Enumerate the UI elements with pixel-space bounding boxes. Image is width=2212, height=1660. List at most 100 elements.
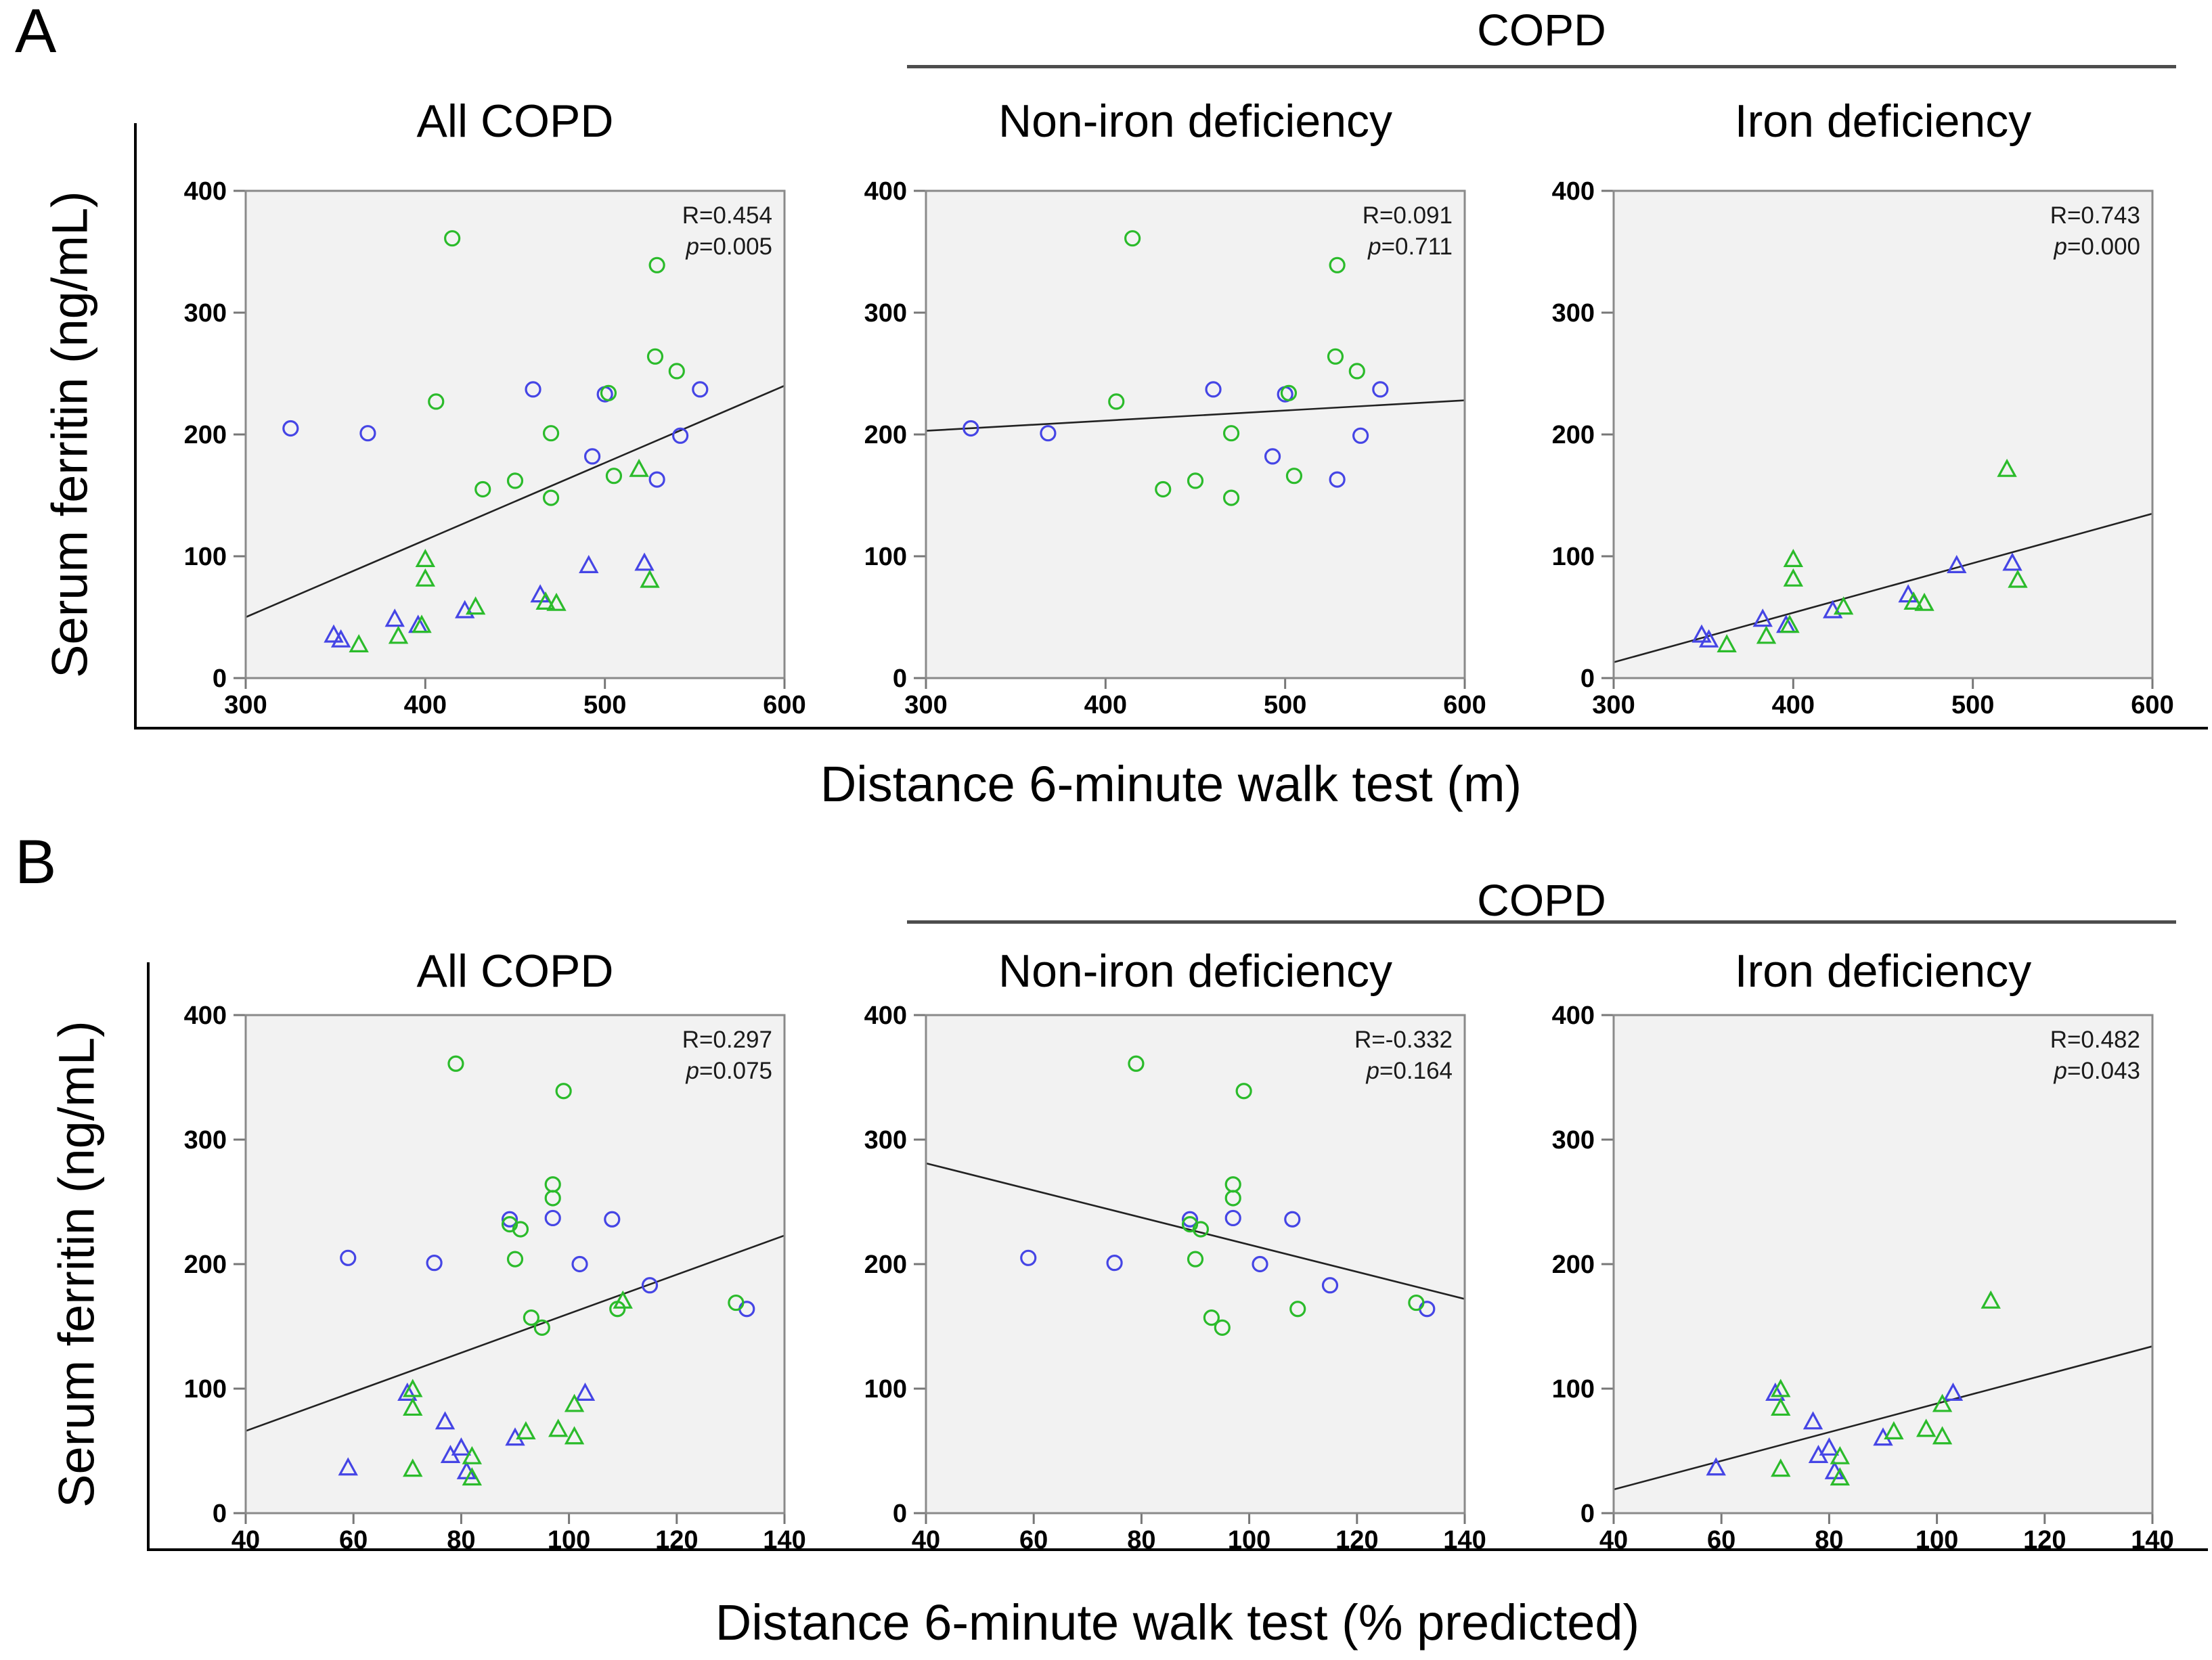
green-triangle-marker	[462, 1445, 483, 1464]
correlation-p-value: p=0.711	[1367, 233, 1453, 260]
blue-circle-marker	[525, 381, 541, 398]
green-triangle-marker	[388, 625, 409, 644]
panel-a-x-axis-title: Distance 6-minute walk test (m)	[820, 756, 1522, 812]
green-triangle-marker	[1981, 1290, 2001, 1309]
blue-triangle-marker	[575, 1383, 596, 1401]
green-triangle-marker	[613, 1290, 633, 1309]
x-tick-label: 80	[1815, 1526, 1843, 1554]
green-circle-marker	[605, 468, 623, 485]
green-circle-marker	[1222, 489, 1240, 506]
green-triangle-marker	[516, 1421, 536, 1439]
y-tick-label: 0	[893, 1500, 907, 1528]
green-circle-marker	[542, 489, 560, 506]
green-circle-marker	[1224, 1190, 1241, 1207]
y-tick-label: 100	[184, 1375, 227, 1404]
green-circle-marker	[1289, 1301, 1306, 1318]
green-circle-marker	[474, 480, 491, 498]
blue-circle-marker	[672, 427, 689, 444]
blue-circle-marker	[1224, 1209, 1241, 1227]
green-circle-marker	[1348, 363, 1365, 380]
blue-circle-marker	[359, 425, 376, 442]
green-triangle-marker	[1783, 568, 1804, 587]
plot-area-border	[1612, 1014, 2154, 1515]
y-tick-label: 400	[184, 177, 227, 206]
blue-triangle-marker	[1706, 1457, 1726, 1476]
plot-title-b-all-copd: All COPD	[416, 945, 614, 997]
green-triangle-marker	[640, 569, 660, 588]
panel-b-group-underline	[907, 920, 2176, 924]
blue-circle-marker	[604, 1211, 621, 1228]
green-triangle-marker	[1771, 1378, 1791, 1397]
green-triangle-marker	[629, 458, 649, 477]
green-triangle-marker	[403, 1397, 423, 1416]
green-triangle-marker	[1779, 614, 1800, 633]
green-circle-marker	[600, 384, 617, 401]
y-tick-label: 300	[864, 299, 907, 328]
y-tick-label: 300	[864, 1126, 907, 1154]
blue-triangle-marker	[1802, 1411, 1823, 1430]
blue-triangle-marker	[1819, 1437, 1840, 1456]
blue-circle-marker	[1352, 427, 1369, 444]
blue-circle-marker	[1040, 425, 1057, 442]
x-tick-label: 300	[224, 691, 267, 719]
green-triangle-marker	[1884, 1421, 1904, 1439]
blue-triangle-marker	[530, 584, 550, 603]
blue-triangle-marker	[324, 624, 344, 643]
x-tick-label: 120	[2023, 1526, 2066, 1554]
plot-area-background	[926, 1015, 1465, 1513]
green-triangle-marker	[1717, 634, 1737, 652]
green-triangle-marker	[2008, 569, 2028, 588]
plot-title-a-non-iron-deficiency: Non-iron deficiency	[998, 95, 1393, 147]
y-tick-label: 0	[213, 1500, 227, 1528]
blue-circle-marker	[501, 1211, 518, 1228]
green-triangle-marker	[1771, 1458, 1791, 1477]
correlation-p-value: p=0.000	[2054, 233, 2141, 260]
y-tick-label: 300	[1552, 299, 1595, 328]
panel-b-label: B	[15, 828, 57, 897]
x-tick-label: 100	[1916, 1526, 1958, 1554]
green-triangle-marker	[1997, 458, 2017, 477]
green-circle-marker	[1124, 230, 1141, 247]
correlation-r-value: R=-0.332	[1354, 1027, 1453, 1053]
regression-line	[1613, 512, 2153, 663]
blue-triangle-marker	[1691, 624, 1712, 643]
x-tick-label: 140	[1443, 1526, 1486, 1554]
green-circle-marker	[1108, 393, 1125, 410]
x-tick-label: 400	[404, 691, 447, 719]
green-triangle-marker	[548, 1418, 569, 1437]
correlation-r-value: R=0.091	[1363, 202, 1453, 229]
plot-area-border	[925, 189, 1466, 679]
green-circle-marker	[533, 1319, 550, 1336]
x-tick-label: 400	[1084, 691, 1127, 719]
x-tick-label: 40	[912, 1526, 940, 1554]
green-circle-marker	[1203, 1309, 1220, 1326]
green-triangle-marker	[1830, 1445, 1851, 1464]
x-tick-label: 500	[583, 691, 626, 719]
green-circle-marker	[728, 1294, 745, 1311]
green-circle-marker	[1187, 472, 1204, 489]
correlation-p-value: p=0.043	[2054, 1058, 2141, 1084]
scatter-plot-a-iron-deficiency: 0 100 200 300 400 300 400 500 600 R=0.743 p=0.000	[1552, 177, 2174, 719]
green-circle-marker	[1235, 1083, 1252, 1100]
x-tick-label: 140	[2131, 1526, 2173, 1554]
green-circle-marker	[542, 425, 560, 442]
regression-line	[245, 1234, 785, 1432]
correlation-p-value: p=0.005	[686, 233, 773, 260]
scatter-plot-b-iron-deficiency: 0 100 200 300 400 40 60 80 100 120 140 R=0.482 p=0.0…	[1552, 1002, 2174, 1554]
blue-triangle-marker	[435, 1411, 456, 1430]
panel-b-y-axis-line	[147, 962, 150, 1551]
green-triangle-marker	[403, 1458, 423, 1477]
green-circle-marker	[428, 393, 445, 410]
blue-circle-marker	[571, 1255, 588, 1273]
green-triangle-marker	[1756, 625, 1777, 644]
blue-triangle-marker	[338, 1457, 358, 1476]
blue-circle-marker	[1329, 471, 1346, 488]
green-circle-marker	[444, 230, 461, 247]
x-tick-label: 600	[763, 691, 805, 719]
scatter-plot-b-non-iron-deficiency: 0 100 200 300 400 40 60 80 100 120 140 R=-0.332 p=0.…	[864, 1002, 1486, 1554]
panel-a-group-header: COPD	[1477, 5, 1606, 55]
blue-triangle-marker	[1765, 1383, 1786, 1401]
y-tick-label: 200	[1552, 421, 1595, 449]
green-circle-marker	[544, 1190, 561, 1207]
plot-title-b-iron-deficiency: Iron deficiency	[1734, 945, 2032, 997]
